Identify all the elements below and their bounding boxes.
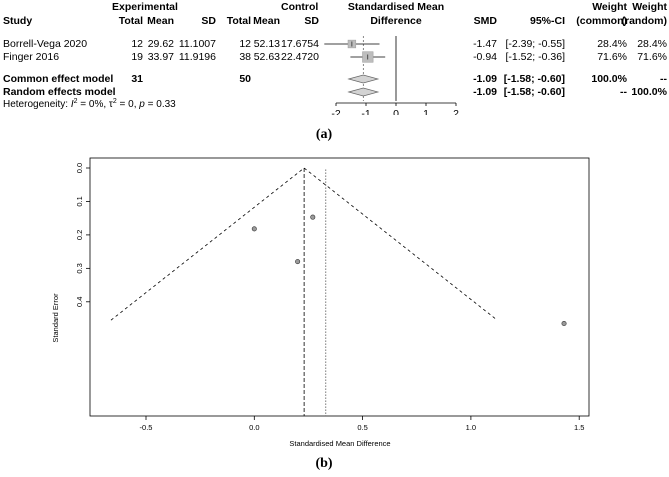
forest-x-tick-label: 2 [453,108,459,115]
study-row: Finger 2016 19 33.97 11.9196 38 52.63 22… [3,51,667,63]
header-common: (common) [576,15,627,27]
ci-value: [-1.52; -0.36] [505,51,565,63]
study-point [310,214,316,220]
study-name: Finger 2016 [3,51,59,63]
y-tick-label: 0.2 [75,230,84,240]
random-model-label: Random effects model [3,86,116,98]
header-e-mean: Mean [147,15,174,27]
common-smd: -1.09 [473,73,497,85]
forest-graphic: -2 -1 0 1 2 [324,36,459,115]
e-sd: 11.9196 [179,51,216,63]
header-c-mean: Mean [253,15,280,27]
funnel-graphic: -0.5 0.0 0.5 1.0 1.5 0.0 0.1 0.2 0.3 0.4 [75,157,590,432]
c-total: 12 [239,38,251,50]
header-random: (random) [622,15,668,27]
y-tick-label: 0.0 [75,163,84,173]
forest-plot: Experimental Control Standardised Mean W… [3,1,668,115]
header-control: Control [281,1,318,13]
weight-common: 28.4% [597,38,627,50]
header-c-sd: SD [304,15,319,27]
smd-value: -1.47 [473,38,497,50]
study-point [561,321,567,327]
funnel-plot: -0.5 0.0 0.5 1.0 1.5 0.0 0.1 0.2 0.3 0.4 Standard… [51,157,590,448]
ci-value: [-2.39; -0.55] [505,38,565,50]
c-sd: 22.4720 [281,51,319,63]
study-row: Borrell-Vega 2020 12 29.62 11.1007 12 52… [3,38,667,50]
header-study: Study [3,15,32,27]
caption-b: (b) [315,456,333,471]
header-ci: 95%-CI [530,15,565,27]
y-tick-label: 0.1 [75,196,84,206]
common-effect-row: Common effect model 31 50 -1.09 [-1.58; … [3,73,667,85]
x-tick-label: 0.5 [357,423,367,432]
common-ci: [-1.58; -0.60] [504,73,565,85]
e-sd: 11.1007 [179,38,216,50]
c-mean: 52.63 [254,51,280,63]
header-smd: SMD [474,15,498,27]
y-tick-label: 0.3 [75,263,84,273]
e-total: 12 [131,38,143,50]
e-total: 19 [131,51,143,63]
common-c-total: 50 [239,73,251,85]
x-tick-label: -0.5 [140,423,153,432]
header-e-total: Total [119,15,143,27]
e-mean: 33.97 [148,51,174,63]
header-smd-title-2: Difference [370,15,422,27]
e-mean: 29.62 [148,38,174,50]
y-axis-label: Standard Error [51,293,60,343]
common-weight-random: -- [660,73,667,85]
weight-random: 71.6% [637,51,667,63]
c-mean: 52.13 [254,38,280,50]
random-effects-diamond [347,87,380,97]
header-e-sd: SD [201,15,216,27]
forest-x-tick-label: 0 [393,108,399,115]
header-weight-common: Weight [592,1,627,13]
smd-value: -0.94 [473,51,497,63]
funnel-boundary [110,167,498,321]
header-smd-title-1: Standardised Mean [348,1,444,13]
heterogeneity-text: Heterogeneity: I2 = 0%, τ2 = 0, p = 0.33 [3,98,176,110]
weight-random: 28.4% [637,38,667,50]
study-point [251,226,257,232]
forest-x-tick-label: 1 [423,108,429,115]
x-axis-label: Standardised Mean Difference [289,439,390,448]
random-smd: -1.09 [473,86,497,98]
study-point [295,259,301,265]
header-c-total: Total [227,15,251,27]
random-weight-common: -- [620,86,627,98]
x-tick-label: 0.0 [249,423,259,432]
caption-a: (a) [315,127,333,142]
forest-x-tick-label: -2 [331,108,340,115]
study-name: Borrell-Vega 2020 [3,38,87,50]
random-weight-random: 100.0% [631,86,667,98]
random-effects-row: Random effects model -1.09 [-1.58; -0.60… [3,86,668,98]
random-ci: [-1.58; -0.60] [504,86,565,98]
header-weight-random: Weight [632,1,667,13]
weight-common: 71.6% [597,51,627,63]
forest-x-tick-label: -1 [361,108,370,115]
common-effect-diamond [347,74,380,84]
common-weight-common: 100.0% [591,73,627,85]
c-total: 38 [239,51,251,63]
x-tick-label: 1.0 [466,423,476,432]
header-experimental: Experimental [112,1,178,13]
y-tick-label: 0.4 [75,297,84,307]
plot-frame [89,157,590,417]
common-model-label: Common effect model [3,73,113,85]
c-sd: 17.6754 [281,38,319,50]
x-tick-label: 1.5 [574,423,584,432]
common-e-total: 31 [131,73,143,85]
